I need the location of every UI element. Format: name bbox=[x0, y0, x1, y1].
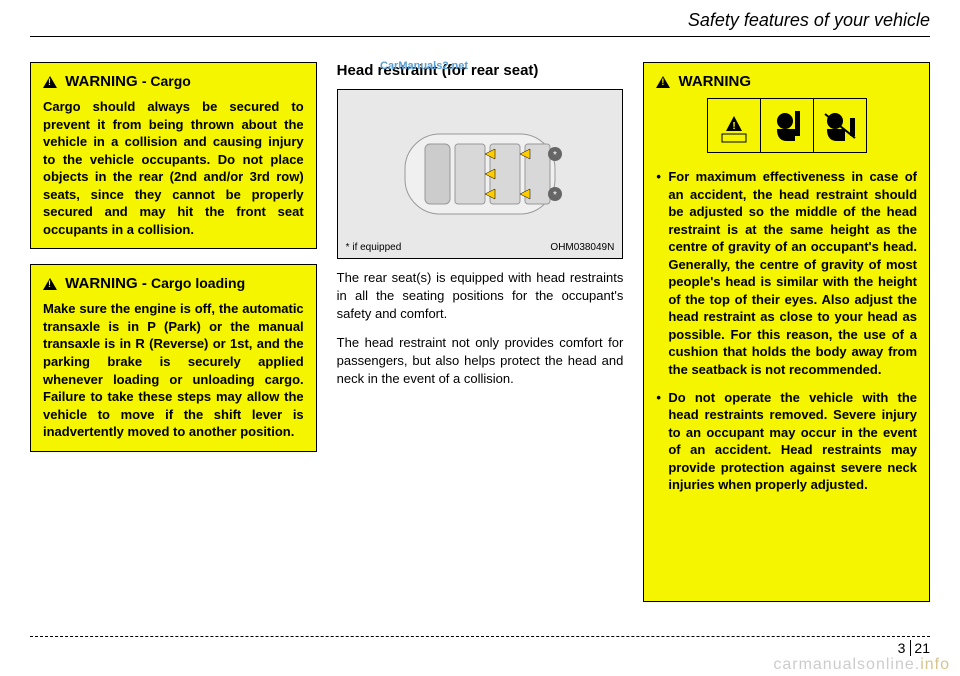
bottom-watermark: carmanualsonline.info bbox=[773, 656, 950, 674]
warning-cargo-loading: WARNING - Cargo loading Make sure the en… bbox=[30, 264, 317, 451]
warning-hr-title: WARNING bbox=[656, 73, 917, 90]
column-1: WARNING - Cargo Cargo should always be s… bbox=[30, 62, 317, 617]
content-columns: WARNING - Cargo Cargo should always be s… bbox=[30, 62, 930, 617]
warning-icon bbox=[43, 76, 57, 88]
warning-subtitle: - Cargo bbox=[142, 73, 191, 89]
watermark-text: CarManuals2.net bbox=[380, 60, 468, 72]
body-paragraph-2: The head restraint not only provides com… bbox=[337, 334, 624, 389]
warning-loading-text: Make sure the engine is off, the automat… bbox=[43, 300, 304, 440]
svg-text:*: * bbox=[553, 150, 557, 161]
warning-cargo-title: WARNING - Cargo bbox=[43, 73, 304, 90]
column-2: Head restraint (for rear seat) CarManual… bbox=[337, 62, 624, 617]
warning-icon bbox=[43, 278, 57, 290]
illustration-cell-1: ! bbox=[708, 99, 761, 152]
warning-illustration: ! bbox=[707, 98, 867, 153]
warning-cargo: WARNING - Cargo Cargo should always be s… bbox=[30, 62, 317, 249]
illustration-cell-3 bbox=[814, 99, 866, 152]
bullet-2: Do not operate the vehicle with the head… bbox=[656, 389, 917, 494]
warning-label: WARNING bbox=[679, 73, 752, 90]
warning-loading-title: WARNING - Cargo loading bbox=[43, 275, 304, 292]
warning-head-restraint: WARNING ! bbox=[643, 62, 930, 602]
car-top-view-icon: * * bbox=[380, 114, 580, 234]
page-number: 21 bbox=[914, 640, 930, 656]
body-paragraph-1: The rear seat(s) is equipped with head r… bbox=[337, 269, 624, 324]
warning-subtitle: Cargo loading bbox=[151, 275, 245, 291]
section-heading: Head restraint (for rear seat) CarManual… bbox=[337, 62, 624, 79]
svg-text:*: * bbox=[553, 190, 557, 201]
figure-caption-code: OHM038049N bbox=[550, 242, 614, 253]
warning-bullets: For maximum effectiveness in case of an … bbox=[656, 168, 917, 494]
warning-icon bbox=[656, 76, 670, 88]
warning-cargo-text: Cargo should always be secured to preven… bbox=[43, 98, 304, 238]
section-number: 3 bbox=[898, 640, 912, 656]
illustration-cell-2 bbox=[761, 99, 814, 152]
column-3: WARNING ! bbox=[643, 62, 930, 617]
bullet-1: For maximum effectiveness in case of an … bbox=[656, 168, 917, 379]
svg-text:!: ! bbox=[732, 121, 735, 132]
figure-head-restraint: * * * if equipped OHM038049N bbox=[337, 89, 624, 259]
warning-label: WARNING bbox=[65, 73, 138, 90]
warning-label: WARNING - bbox=[65, 275, 147, 292]
page-header: Safety features of your vehicle bbox=[30, 10, 930, 37]
page-footer: 321 bbox=[30, 636, 930, 656]
figure-caption-equipped: * if equipped bbox=[346, 242, 402, 253]
